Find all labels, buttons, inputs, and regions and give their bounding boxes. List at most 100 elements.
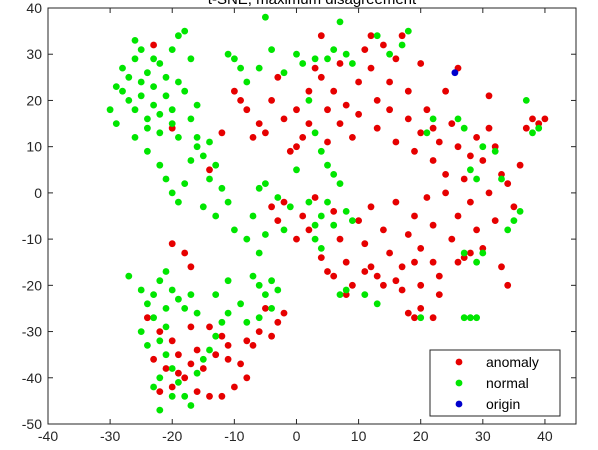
normal-point (206, 138, 213, 146)
anomaly-point (342, 101, 350, 109)
normal-point (168, 120, 176, 127)
normal-point (131, 134, 139, 141)
normal-point (175, 32, 182, 40)
normal-point (212, 332, 220, 340)
anomaly-point (411, 314, 418, 322)
normal-point (311, 129, 319, 137)
anomaly-point (442, 87, 449, 95)
anomaly-point (249, 342, 257, 349)
normal-point (317, 245, 325, 252)
normal-point (218, 184, 226, 192)
y-tick-label: -40 (22, 370, 42, 386)
normal-point (125, 272, 133, 280)
normal-point (212, 212, 220, 220)
anomaly-point (187, 323, 195, 331)
anomaly-point (324, 138, 331, 146)
normal-point (218, 318, 226, 326)
anomaly-point (367, 32, 375, 40)
normal-point (268, 277, 275, 285)
anomaly-point (392, 277, 400, 285)
anomaly-point (293, 106, 300, 114)
normal-point (293, 50, 300, 58)
anomaly-point (367, 263, 375, 271)
normal-point (280, 69, 288, 77)
anomaly-point (299, 212, 307, 220)
anomaly-point (448, 235, 456, 243)
anomaly-point (498, 263, 505, 271)
anomaly-point (311, 64, 319, 72)
anomaly-point (193, 388, 201, 395)
normal-point (125, 73, 133, 81)
anomaly-point (187, 360, 195, 368)
normal-point (181, 392, 189, 400)
normal-point (224, 309, 232, 317)
normal-point (268, 46, 275, 53)
anomaly-point (361, 46, 369, 53)
anomaly-point (150, 355, 158, 363)
normal-point (212, 161, 220, 169)
anomaly-point (467, 249, 474, 257)
normal-point (535, 124, 543, 132)
anomaly-point (218, 392, 226, 400)
normal-point (342, 286, 350, 294)
normal-point (156, 110, 164, 118)
anomaly-point (510, 203, 518, 211)
anomaly-point (317, 254, 325, 261)
normal-point (168, 392, 176, 400)
normal-point (255, 184, 263, 192)
anomaly-point (224, 342, 232, 349)
anomaly-point (504, 281, 512, 289)
normal-point (137, 78, 145, 86)
normal-point (150, 314, 158, 322)
anomaly-point (411, 147, 418, 155)
normal-point (460, 249, 468, 257)
normal-point (262, 291, 269, 298)
anomaly-point (473, 226, 480, 234)
normal-point (181, 305, 189, 312)
anomaly-point (373, 97, 381, 104)
anomaly-point (162, 365, 170, 372)
anomaly-point (280, 115, 288, 123)
anomaly-point (317, 73, 325, 81)
anomaly-point (293, 235, 300, 243)
normal-point (498, 175, 505, 183)
anomaly-point (417, 305, 425, 312)
normal-point (206, 175, 213, 183)
legend-marker-anomaly (455, 358, 463, 366)
normal-point (336, 18, 344, 26)
anomaly-point (460, 175, 468, 183)
normal-point (373, 300, 381, 308)
anomaly-point (398, 286, 406, 294)
anomaly-point (212, 351, 220, 359)
anomaly-point (330, 87, 338, 95)
normal-point (473, 314, 480, 322)
anomaly-point (255, 328, 263, 335)
legend-label-normal: normal (486, 375, 529, 391)
normal-point (156, 60, 164, 67)
anomaly-point (324, 106, 331, 114)
anomaly-point (361, 268, 369, 275)
anomaly-point (454, 212, 462, 220)
normal-point (144, 69, 151, 77)
legend-box (429, 349, 561, 417)
anomaly-point (305, 120, 313, 127)
anomaly-point (274, 217, 282, 225)
anomaly-point (262, 305, 269, 312)
normal-point (156, 406, 164, 414)
anomaly-point (491, 217, 499, 225)
axis-ticks: -40 -30 -20 -10 0 10 20 30 40-50-40-30-20-100102… (22, 0, 576, 444)
anomaly-point (299, 134, 307, 141)
anomaly-point (417, 60, 425, 67)
anomaly-point (541, 115, 549, 123)
plot-box (47, 7, 577, 425)
normal-point (144, 124, 151, 132)
normal-point (342, 50, 350, 58)
normal-point (460, 314, 468, 322)
anomaly-point (262, 129, 269, 137)
normal-point (187, 291, 195, 298)
anomaly-point (175, 351, 182, 359)
normal-point (255, 64, 263, 72)
anomaly-point (280, 309, 288, 317)
anomaly-point (367, 203, 375, 211)
x-tick-label: 10 (351, 428, 367, 444)
